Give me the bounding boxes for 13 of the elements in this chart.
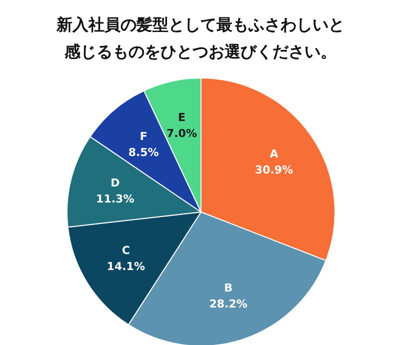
slice-label: F xyxy=(140,130,148,144)
data-label: 7.0% xyxy=(166,127,197,140)
data-label: 14.1% xyxy=(106,260,145,274)
data-label: 28.2% xyxy=(209,298,248,311)
slice-label: B xyxy=(224,282,233,295)
slice-label: D xyxy=(110,176,120,190)
data-label: 8.5% xyxy=(128,146,159,160)
data-label: 11.3% xyxy=(96,192,134,206)
slice-label: E xyxy=(178,111,186,124)
data-label: 30.9% xyxy=(254,164,294,177)
slice-label: C xyxy=(122,244,130,258)
chart-title: 新入社員の髪型として最もふさわしいと感じるものをひとつお選びください。 xyxy=(56,15,344,61)
slice-label: A xyxy=(270,148,279,161)
